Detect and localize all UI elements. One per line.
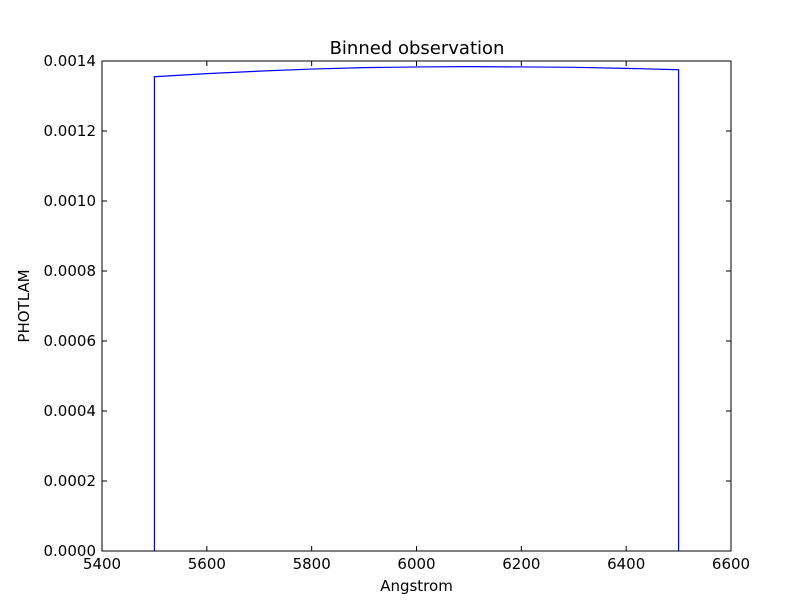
y-tick-label: 0.0004 — [44, 402, 97, 420]
y-tick-label: 0.0010 — [44, 192, 97, 210]
chart-title: Binned observation — [330, 38, 505, 59]
y-tick-label: 0.0012 — [44, 122, 97, 140]
x-tick-label: 6200 — [502, 555, 540, 573]
series-line — [153, 65, 680, 551]
x-tick-label: 5600 — [188, 555, 226, 573]
x-tick-label: 5800 — [293, 555, 331, 573]
plot-frame — [101, 60, 732, 552]
y-tick-label: 0.0006 — [44, 332, 97, 350]
y-tick-label: 0.0000 — [44, 542, 97, 560]
x-tick-label: 6000 — [397, 555, 435, 573]
y-tick-label: 0.0014 — [44, 52, 97, 70]
y-tick-label: 0.0008 — [44, 262, 97, 280]
y-tick-label: 0.0002 — [44, 472, 97, 490]
x-tick-label: 5400 — [83, 555, 121, 573]
axis-ticks: 5400 5600 5800 6000 6200 6400 6600 0.0000 0.0002… — [44, 52, 751, 573]
series-layer — [153, 65, 680, 551]
x-axis-label: Angstrom — [380, 577, 453, 595]
x-tick-label: 6400 — [607, 555, 645, 573]
y-axis-label: PHOTLAM — [15, 269, 33, 342]
x-tick-label: 6600 — [712, 555, 750, 573]
